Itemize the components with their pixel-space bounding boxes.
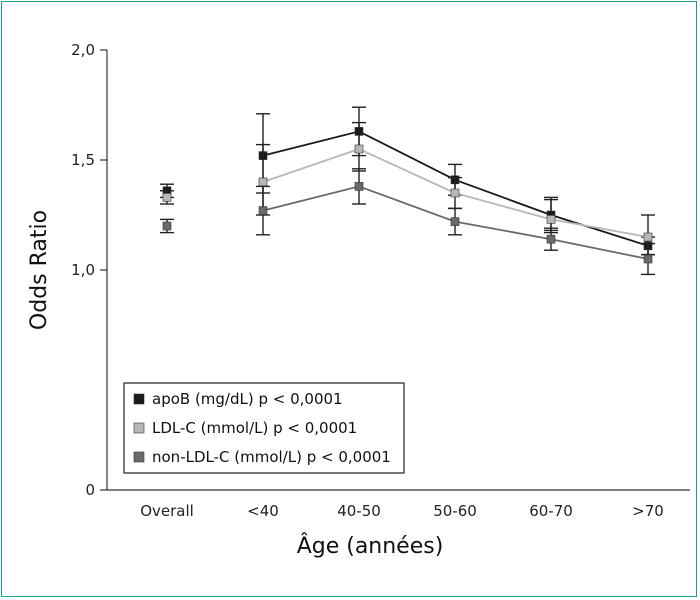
legend-label: LDL-C (mmol/L) p < 0,0001: [152, 419, 357, 437]
y-tick-label: 2,0: [71, 41, 95, 59]
x-axis-ticks: Overall <40 40-50 50-60 60-70 >70: [140, 502, 664, 520]
data-point: [162, 221, 172, 231]
y-axis-title: Odds Ratio: [27, 210, 52, 330]
data-point: [258, 177, 268, 187]
data-point: [450, 188, 460, 198]
legend-swatch: [133, 451, 145, 463]
data-point: [643, 254, 653, 264]
data-point: [258, 206, 268, 215]
chart-series: [160, 106, 655, 276]
x-tick-label: 60-70: [529, 502, 573, 520]
series-2: [160, 168, 655, 276]
data-point: [546, 234, 556, 244]
series-0: [160, 106, 655, 256]
data-point: [354, 144, 364, 154]
x-tick-label: Overall: [140, 502, 194, 520]
data-point: [354, 182, 364, 191]
y-tick-label: 0: [85, 481, 95, 499]
y-tick-label: 1,5: [71, 151, 95, 169]
y-axis-ticks: 0 1,0 1,5 2,0: [71, 41, 107, 499]
legend-swatch: [133, 422, 145, 434]
data-point: [162, 193, 172, 202]
data-point: [450, 217, 460, 226]
x-tick-label: 50-60: [433, 502, 477, 520]
x-axis-title: Âge (années): [297, 533, 444, 559]
y-tick-label: 1,0: [71, 261, 95, 279]
data-point: [546, 215, 556, 224]
data-point: [643, 232, 653, 242]
legend-swatch: [133, 393, 145, 405]
x-tick-label: <40: [247, 502, 279, 520]
legend: apoB (mg/dL) p < 0,0001 LDL-C (mmol/L) p …: [123, 382, 405, 474]
x-tick-label: >70: [632, 502, 664, 520]
legend-label: non-LDL-C (mmol/L) p < 0,0001: [152, 448, 391, 466]
x-tick-label: 40-50: [337, 502, 381, 520]
series-1: [160, 121, 655, 256]
legend-label: apoB (mg/dL) p < 0,0001: [152, 390, 343, 408]
legend-box: [123, 382, 405, 474]
